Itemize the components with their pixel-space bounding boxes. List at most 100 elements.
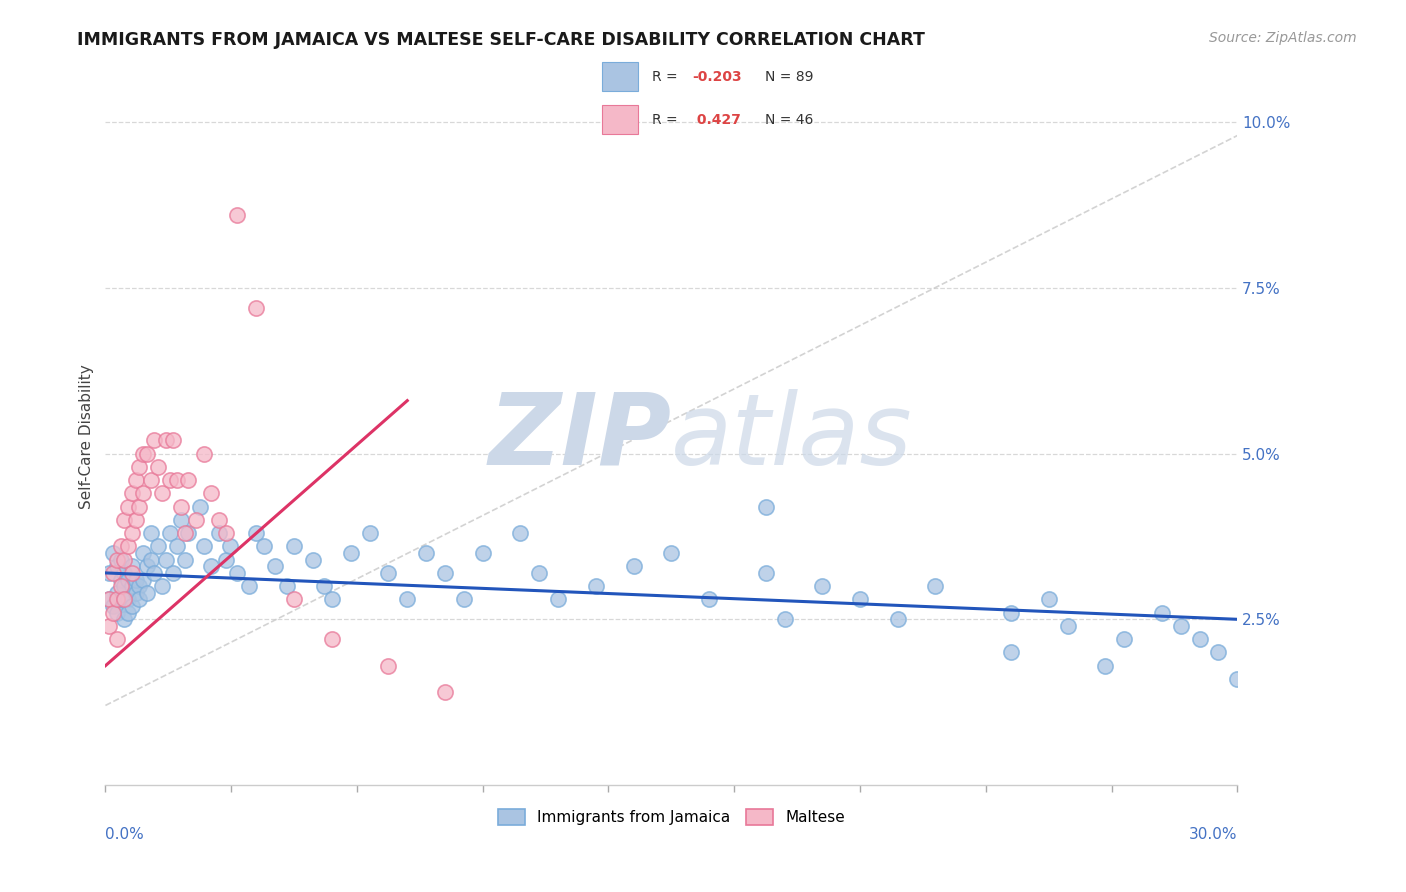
Point <box>121 559 143 574</box>
Point <box>112 612 135 626</box>
Point <box>128 500 150 514</box>
Point <box>117 573 139 587</box>
Point <box>453 592 475 607</box>
Text: N = 46: N = 46 <box>765 112 813 127</box>
Point <box>105 586 128 600</box>
Point <box>471 546 494 560</box>
Point <box>128 459 150 474</box>
Point <box>105 592 128 607</box>
Point <box>173 552 195 566</box>
Point <box>105 552 128 566</box>
Point <box>110 552 132 566</box>
Point <box>208 513 231 527</box>
Text: -0.203: -0.203 <box>692 70 741 84</box>
Point <box>132 546 155 560</box>
Point <box>1056 619 1078 633</box>
Point <box>193 540 215 554</box>
Point <box>110 592 132 607</box>
Point <box>773 612 796 626</box>
Point <box>755 566 778 580</box>
Text: 0.0%: 0.0% <box>105 827 145 842</box>
Point <box>208 526 231 541</box>
Text: N = 89: N = 89 <box>765 70 813 84</box>
Text: 30.0%: 30.0% <box>1189 827 1237 842</box>
Point <box>128 579 150 593</box>
Text: 0.427: 0.427 <box>692 112 741 127</box>
Point <box>166 473 188 487</box>
Point <box>117 540 139 554</box>
Point <box>136 586 159 600</box>
Point <box>849 592 872 607</box>
Point <box>177 526 200 541</box>
Point <box>117 500 139 514</box>
Point <box>219 540 242 554</box>
Text: Source: ZipAtlas.com: Source: ZipAtlas.com <box>1209 31 1357 45</box>
Point <box>124 573 146 587</box>
Point <box>509 526 531 541</box>
Point <box>148 540 170 554</box>
Point <box>170 513 193 527</box>
Point <box>112 592 135 607</box>
Point <box>321 632 343 647</box>
Point <box>226 566 249 580</box>
Bar <box>602 105 638 134</box>
Point <box>396 592 419 607</box>
Point <box>121 566 143 580</box>
Point <box>150 579 173 593</box>
Point <box>415 546 437 560</box>
Point <box>184 513 207 527</box>
Point <box>339 546 361 560</box>
Point <box>105 559 128 574</box>
Point <box>755 500 778 514</box>
Point <box>110 579 132 593</box>
Text: R =: R = <box>652 70 682 84</box>
Point <box>1150 606 1173 620</box>
Point <box>155 434 177 448</box>
Point <box>150 486 173 500</box>
Point <box>132 447 155 461</box>
Point <box>1114 632 1136 647</box>
Point <box>128 592 150 607</box>
Point <box>193 447 215 461</box>
Point <box>245 301 267 315</box>
Legend: Immigrants from Jamaica, Maltese: Immigrants from Jamaica, Maltese <box>489 802 853 833</box>
Point <box>529 566 551 580</box>
Point <box>121 486 143 500</box>
Point <box>159 473 181 487</box>
Point <box>253 540 276 554</box>
Point <box>661 546 683 560</box>
Point <box>200 559 222 574</box>
Point <box>321 592 343 607</box>
Point <box>136 559 159 574</box>
Point <box>162 566 184 580</box>
Point <box>98 592 121 607</box>
Point <box>101 606 124 620</box>
Point <box>1094 658 1116 673</box>
Point <box>148 459 170 474</box>
Point <box>112 513 135 527</box>
Point <box>283 592 305 607</box>
Point <box>139 526 162 541</box>
Point <box>105 632 128 647</box>
Point <box>887 612 910 626</box>
Text: atlas: atlas <box>672 389 912 485</box>
Point <box>1000 606 1022 620</box>
Point <box>121 599 143 613</box>
Point <box>697 592 720 607</box>
Point <box>98 619 121 633</box>
Point <box>1208 645 1230 659</box>
Point <box>215 526 238 541</box>
Point <box>101 546 124 560</box>
Point <box>112 552 135 566</box>
Point <box>112 566 135 580</box>
Point <box>110 573 132 587</box>
Point <box>143 434 166 448</box>
Bar <box>602 62 638 91</box>
Point <box>264 559 287 574</box>
Point <box>200 486 222 500</box>
Point <box>124 586 146 600</box>
Point <box>1188 632 1211 647</box>
Point <box>238 579 260 593</box>
Point <box>121 579 143 593</box>
Point <box>1226 672 1249 686</box>
